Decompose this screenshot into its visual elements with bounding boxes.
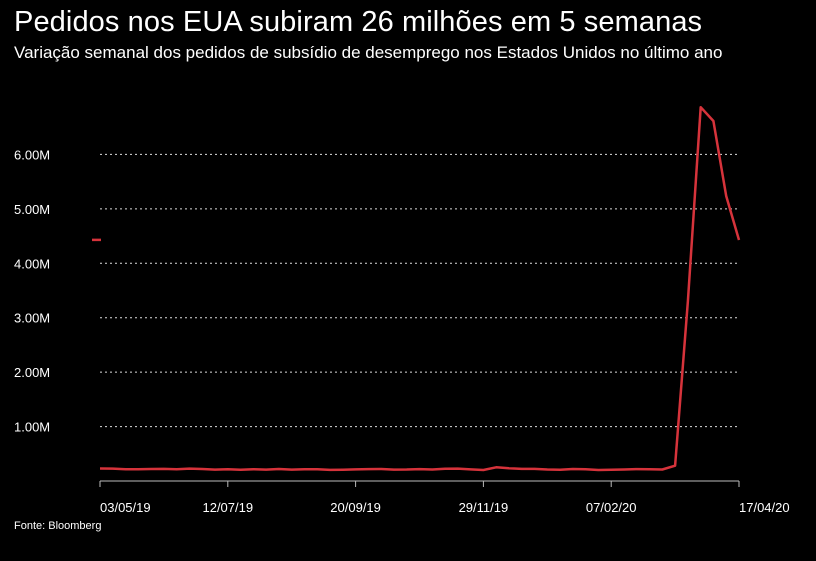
tick-labels: 1.00M 2.00M 3.00M 4.00M 5.00M 6.00M 03/05/19 12… xyxy=(14,147,790,515)
y-tick-label: 6.00M xyxy=(14,147,50,162)
x-tick-label: 29/11/19 xyxy=(459,500,509,515)
chart-subtitle: Variação semanal dos pedidos de subsídio… xyxy=(14,43,723,62)
source-note: Fonte: Bloomberg xyxy=(14,520,102,532)
x-tick-label: 12/07/19 xyxy=(202,500,253,515)
series-line-1 xyxy=(99,105,741,472)
x-tick-label: 20/09/19 xyxy=(330,500,381,515)
y-tick-label: 4.00M xyxy=(14,256,50,271)
y-tick-label: 2.00M xyxy=(14,365,50,380)
gridlines xyxy=(100,153,739,428)
x-tick-label: 07/02/20 xyxy=(586,500,637,515)
y-tick-label: 3.00M xyxy=(14,311,50,326)
y-tick-label: 1.00M xyxy=(14,420,50,435)
series-layer xyxy=(92,105,741,472)
y-tick-label: 5.00M xyxy=(14,202,50,217)
x-axis xyxy=(99,480,740,487)
chart-title: Pedidos nos EUA subiram 26 milhões em 5 … xyxy=(14,6,703,38)
x-tick-label: 17/04/20 xyxy=(739,500,790,515)
x-tick-label: 03/05/19 xyxy=(100,500,151,515)
